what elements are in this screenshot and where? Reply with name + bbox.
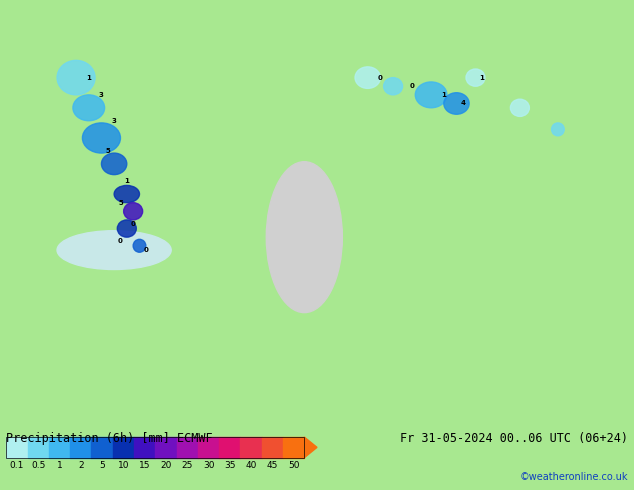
Text: 2: 2 [78,461,84,469]
Text: 3: 3 [112,118,117,124]
Bar [6,437,304,458]
Ellipse shape [57,60,95,95]
Text: 0: 0 [378,74,383,81]
Bar [219,437,240,458]
Text: 1: 1 [124,178,129,184]
Text: 4: 4 [460,100,465,106]
Bar [49,437,70,458]
Text: 50: 50 [288,461,299,469]
Text: 0.5: 0.5 [31,461,46,469]
Text: 10: 10 [118,461,129,469]
Ellipse shape [444,93,469,114]
Bar [240,437,262,458]
Text: 25: 25 [181,461,193,469]
Bar [6,437,28,458]
Text: 0: 0 [410,83,415,89]
Ellipse shape [82,123,120,153]
Ellipse shape [101,153,127,174]
Ellipse shape [510,99,529,117]
Text: 1: 1 [56,461,62,469]
Bar [155,437,177,458]
Ellipse shape [124,203,143,220]
Text: 5: 5 [105,148,110,154]
Bar [91,437,113,458]
Ellipse shape [266,162,342,313]
Text: Precipitation (6h) [mm] ECMWF: Precipitation (6h) [mm] ECMWF [6,432,213,445]
Text: 3: 3 [99,92,104,98]
Bar [70,437,91,458]
Text: 35: 35 [224,461,236,469]
Ellipse shape [466,69,485,86]
Text: 5: 5 [118,199,123,206]
Ellipse shape [117,220,136,237]
Text: Fr 31-05-2024 00..06 UTC (06+24): Fr 31-05-2024 00..06 UTC (06+24) [399,432,628,445]
Ellipse shape [552,123,564,136]
Ellipse shape [384,77,403,95]
Bar [262,437,283,458]
Ellipse shape [114,185,139,203]
Text: 1: 1 [441,92,446,98]
Text: ©weatheronline.co.uk: ©weatheronline.co.uk [519,472,628,482]
Text: 0: 0 [143,247,148,253]
Text: 1: 1 [86,74,91,81]
Text: 0: 0 [131,221,136,227]
Text: 5: 5 [100,461,105,469]
Ellipse shape [57,231,171,270]
Text: 30: 30 [203,461,214,469]
Text: 0.1: 0.1 [10,461,24,469]
Text: 15: 15 [139,461,150,469]
Ellipse shape [133,239,146,252]
Bar [177,437,198,458]
Text: 45: 45 [267,461,278,469]
Text: 0: 0 [118,239,123,245]
Bar [134,437,155,458]
Bar [113,437,134,458]
Ellipse shape [73,95,105,121]
Text: 20: 20 [160,461,172,469]
Bar [198,437,219,458]
Bar [283,437,304,458]
Bar [28,437,49,458]
Ellipse shape [355,67,380,88]
Ellipse shape [415,82,447,108]
Text: 1: 1 [479,74,484,81]
Text: 40: 40 [245,461,257,469]
Polygon shape [304,437,317,458]
